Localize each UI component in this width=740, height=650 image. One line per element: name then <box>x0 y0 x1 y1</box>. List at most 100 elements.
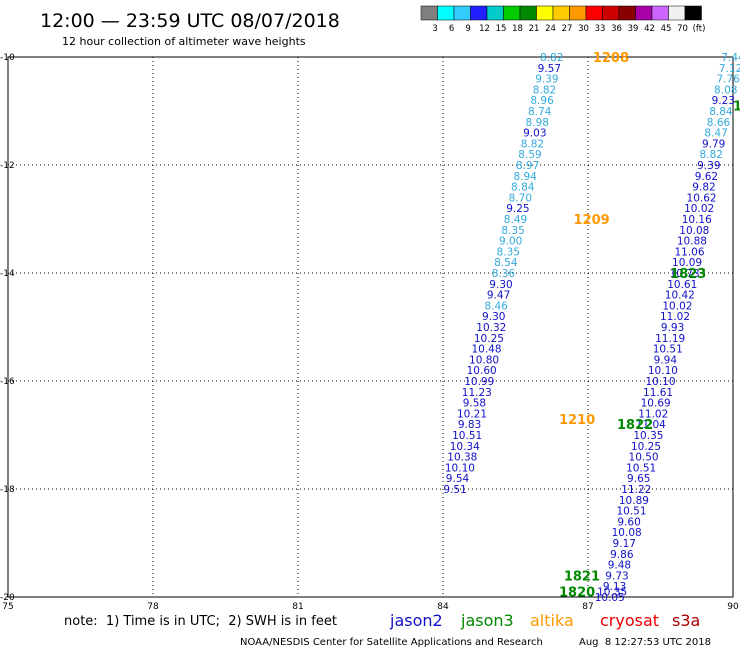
scale-label: 30 <box>578 24 589 34</box>
scale-label: 45 <box>661 24 672 34</box>
satellite-legend-cryosat: cryosat <box>600 611 659 630</box>
x-tick-label: 84 <box>437 602 449 612</box>
wave-height-label: 8.98 <box>526 117 549 129</box>
scale-label: 3 <box>432 24 437 34</box>
wave-height-label: 9.00 <box>499 236 522 248</box>
x-tick-label: 87 <box>582 602 593 612</box>
wave-height-label: 9.79 <box>702 138 725 150</box>
plot-frame <box>7 56 734 598</box>
satellite-legend-s3a: s3a <box>672 611 700 630</box>
scale-swatch <box>635 5 653 21</box>
scale-label: 9 <box>465 24 470 34</box>
scale-label: 18 <box>512 24 523 34</box>
satellite-legend-jason2: jason2 <box>389 611 443 630</box>
chart-subtitle: 12 hour collection of altimeter wave hei… <box>62 35 306 48</box>
wave-height-label: 9.23 <box>712 95 735 107</box>
y-tick-label: -18 <box>0 485 15 495</box>
wave-height-label: 9.39 <box>535 74 558 86</box>
wave-height-label: 10.51 <box>626 462 656 474</box>
wave-height-label: 10.80 <box>469 354 499 366</box>
wave-height-label: 9.65 <box>627 473 650 485</box>
scale-swatch <box>602 5 620 21</box>
wave-height-label: 9.48 <box>608 560 631 572</box>
wave-height-label: 9.13 <box>603 581 626 593</box>
wave-height-label: 8.59 <box>518 149 541 161</box>
track-jason3: 7.447.127.768.089.238.848.668.479.798.82… <box>559 52 740 604</box>
wave-height-label: 10.05 <box>595 592 625 604</box>
wave-height-label: 10.34 <box>450 441 480 453</box>
scale-label: 24 <box>545 24 556 34</box>
wave-height-label: 9.30 <box>489 279 512 291</box>
scale-swatch <box>651 5 669 21</box>
track-jason2: 8.829.579.398.828.968.748.989.038.828.59… <box>443 51 629 496</box>
pass-time-label: 1823 <box>670 267 706 282</box>
wave-height-label: 9.86 <box>610 549 634 561</box>
chart-title: 12:00 — 23:59 UTC 08/07/2018 <box>40 10 340 32</box>
wave-height-label: 9.94 <box>654 354 678 366</box>
wave-height-label: 10.25 <box>474 333 504 345</box>
footer-credit: NOAA/NESDIS Center for Satellite Applica… <box>240 637 543 648</box>
scale-swatch <box>569 5 587 21</box>
wave-height-label: 10.99 <box>464 376 494 388</box>
pass-time-label: 1210 <box>559 413 595 428</box>
scale-label: 33 <box>595 24 606 34</box>
wave-height-label: 10.32 <box>476 322 506 334</box>
scale-label: 36 <box>611 24 622 34</box>
scale-swatch <box>552 5 570 21</box>
wave-height-label: 9.82 <box>692 182 715 194</box>
wave-height-label: 10.51 <box>653 344 683 356</box>
wave-height-label: 7.44 <box>721 52 740 64</box>
wave-height-label: 9.47 <box>487 290 510 302</box>
wave-height-label: 10.25 <box>631 441 661 453</box>
scale-label: 42 <box>644 24 655 34</box>
scale-swatch <box>420 5 438 21</box>
x-tick-label: 78 <box>147 602 159 612</box>
wave-height-label: 9.51 <box>443 484 466 496</box>
wave-height-label: 8.84 <box>511 182 535 194</box>
footer-note: note: 1) Time is in UTC; 2) SWH is in fe… <box>64 614 337 629</box>
y-tick-label: -16 <box>0 377 15 387</box>
footer-timestamp: Aug 8 12:27:53 UTC 2018 <box>579 637 711 648</box>
wave-height-label: 9.62 <box>695 171 718 183</box>
wave-height-label: 9.93 <box>661 322 684 334</box>
wave-height-label: 9.73 <box>605 570 628 582</box>
wave-height-label: 9.39 <box>697 160 720 172</box>
pass-time-label: 1209 <box>574 213 610 228</box>
scale-swatch <box>585 5 603 21</box>
wave-height-label: 8.82 <box>700 149 723 161</box>
scale-label: 27 <box>562 24 573 34</box>
wave-height-label: 9.03 <box>523 128 546 140</box>
wave-height-label: 9.57 <box>538 63 561 75</box>
wave-height-label: 9.30 <box>482 311 505 323</box>
wave-height-label: 8.74 <box>528 106 552 118</box>
wave-height-label: 8.70 <box>509 192 532 204</box>
wave-height-label: 10.16 <box>682 214 712 226</box>
wave-height-label: 10.10 <box>645 376 675 388</box>
scale-swatch <box>453 5 471 21</box>
wave-height-label: 11.04 <box>636 419 666 431</box>
scale-label: (ft) <box>693 24 706 34</box>
wave-height-label: 10.42 <box>665 290 695 302</box>
wave-height-label: 11.19 <box>655 333 685 345</box>
wave-height-label: 10.02 <box>684 203 714 215</box>
scale-swatch <box>503 5 521 21</box>
x-tick-label: 81 <box>292 602 303 612</box>
pass-time-label: 18 <box>733 100 740 115</box>
wave-height-label: 10.73 <box>670 268 700 280</box>
axis-labels: 75 78 81 84 87 90 -10 -12 -14 -16 -18 -20 <box>0 53 739 612</box>
wave-height-label: 8.84 <box>709 106 733 118</box>
wave-height-label: 8.36 <box>492 268 516 280</box>
wave-height-label: 8.08 <box>714 84 737 96</box>
wave-height-label: 8.82 <box>521 138 544 150</box>
pass-time-label: 1822 <box>617 418 653 433</box>
wave-height-label: 9.25 <box>506 203 529 215</box>
y-tick-label: -20 <box>0 593 15 603</box>
wave-height-label: 10.35 <box>633 430 663 442</box>
wave-height-label: 10.61 <box>667 279 697 291</box>
x-tick-label: 90 <box>727 602 739 612</box>
scale-label: 12 <box>479 24 490 34</box>
wave-height-label: 11.06 <box>674 246 704 258</box>
wave-height-label: 8.54 <box>494 257 518 269</box>
wave-height-label: 10.62 <box>687 192 717 204</box>
